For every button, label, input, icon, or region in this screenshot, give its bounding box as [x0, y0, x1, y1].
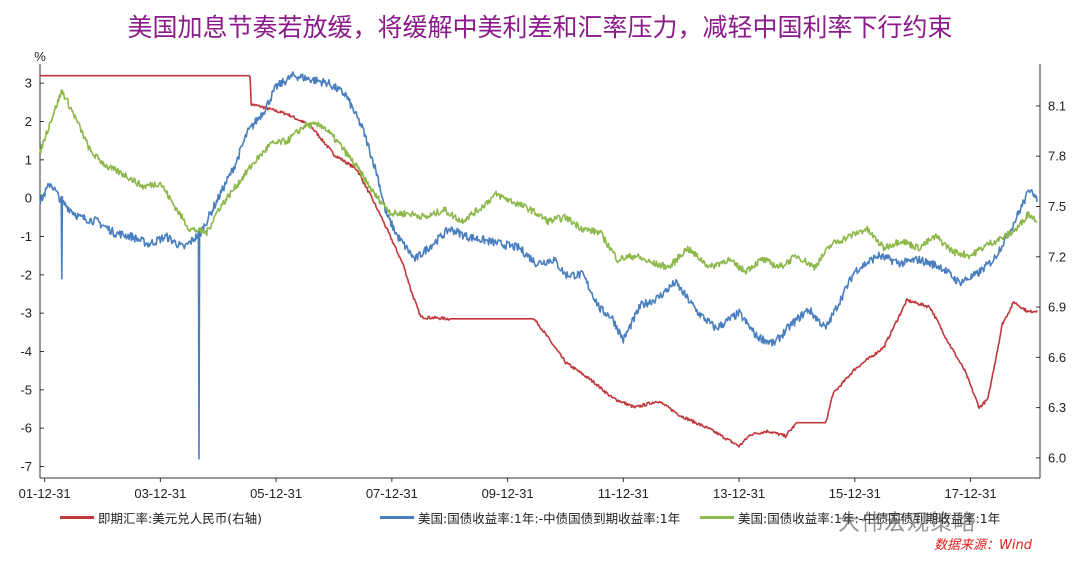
left-tick-label: -4	[20, 344, 32, 359]
left-tick-label: -7	[20, 459, 32, 474]
watermark: 大伟宏观策略	[838, 511, 977, 536]
legend-swatch-green	[700, 516, 734, 519]
right-tick-label: 6.3	[1048, 400, 1066, 415]
left-tick-label: 3	[25, 76, 32, 91]
legend-item-blue: 美国:国债收益率:1年:-中债国债到期收益率:1年	[380, 508, 680, 527]
series-line-2	[39, 89, 1038, 275]
right-tick-label: 7.5	[1048, 199, 1066, 214]
legend-swatch-red	[60, 516, 94, 519]
x-tick-label: 09-12-31	[482, 486, 534, 501]
right-tick-label: 7.8	[1048, 149, 1066, 164]
left-tick-label: -3	[20, 306, 32, 321]
legend-item-red: 即期汇率:美元兑人民币(右轴)	[60, 508, 262, 527]
left-tick-label: -1	[20, 229, 32, 244]
x-tick-label: 13-12-31	[713, 486, 765, 501]
legend-label-red: 即期汇率:美元兑人民币(右轴)	[98, 511, 262, 526]
left-tick-label: 0	[25, 191, 32, 206]
x-tick-label: 07-12-31	[366, 486, 418, 501]
data-source: 数据来源：Wind	[934, 538, 1032, 553]
right-tick-label: 6.6	[1048, 350, 1066, 365]
right-tick-label: 8.1	[1048, 98, 1066, 113]
x-tick-label: 03-12-31	[134, 486, 186, 501]
left-tick-label: -6	[20, 421, 32, 436]
series-line-1	[39, 71, 1038, 460]
chart-axes	[39, 64, 1041, 482]
right-tick-label: 6.9	[1048, 300, 1066, 315]
right-tick-label: 6.0	[1048, 450, 1066, 465]
x-tick-label: 05-12-31	[250, 486, 302, 501]
chart-lines	[39, 71, 1038, 460]
left-axis-unit: %	[34, 49, 46, 64]
left-tick-label: -5	[20, 382, 32, 397]
x-tick-label: 01-12-31	[19, 486, 71, 501]
left-tick-label: -2	[20, 267, 32, 282]
x-tick-label: 15-12-31	[829, 486, 881, 501]
legend-swatch-blue	[380, 516, 414, 519]
chart-title: 美国加息节奏若放缓，将缓解中美利差和汇率压力，减轻中国利率下行约束	[127, 13, 953, 42]
x-tick-label: 17-12-31	[945, 486, 997, 501]
x-tick-label: 11-12-31	[598, 486, 649, 501]
left-tick-label: 1	[25, 152, 32, 167]
chart-ticks: %3 2 1 0 -1 -2 -3 -4 -5 -6 -7 8.1 7.8 7.5 7.2 6.9 6.6 6.3…	[19, 49, 1066, 501]
legend-label-blue: 美国:国债收益率:1年:-中债国债到期收益率:1年	[418, 511, 681, 526]
series-line-0	[40, 74, 1038, 448]
legend-label-green: 美国:国债收益率:1年:-中债国债到期收益率:1年	[738, 511, 1001, 526]
left-tick-label: 2	[25, 114, 32, 129]
legend-item-green: 美国:国债收益率:1年:-中债国债到期收益率:1年	[700, 508, 1000, 527]
right-tick-label: 7.2	[1048, 249, 1066, 264]
